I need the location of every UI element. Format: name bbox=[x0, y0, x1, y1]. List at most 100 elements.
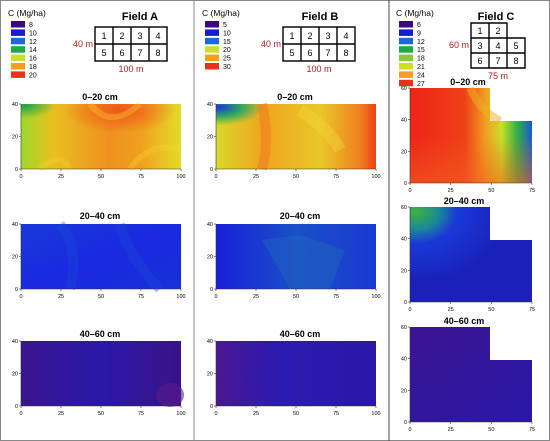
y-tick-label: 40 bbox=[401, 237, 407, 243]
legend-label: 15 bbox=[417, 47, 425, 54]
x-tick-label: 25 bbox=[58, 174, 64, 180]
y-tick-label: 40 bbox=[12, 102, 18, 108]
y-tick-label: 60 bbox=[401, 325, 407, 331]
legend-swatch bbox=[11, 29, 25, 36]
legend-label: 10 bbox=[223, 30, 231, 37]
field-c-map-40-60 bbox=[410, 327, 532, 422]
x-tick-label: 50 bbox=[293, 411, 299, 417]
field-b-plot-8: 8 bbox=[343, 48, 348, 58]
legend-swatch bbox=[399, 71, 413, 78]
field-b-map-20-40 bbox=[216, 224, 376, 289]
y-tick-label: 20 bbox=[401, 268, 407, 274]
legend-label: 30 bbox=[223, 64, 231, 71]
x-tick-label: 0 bbox=[214, 174, 217, 180]
field-b-height-label: 40 m bbox=[261, 39, 281, 49]
field-c-plot-4: 4 bbox=[495, 41, 500, 51]
x-tick-label: 25 bbox=[448, 188, 454, 194]
field-c-height-label: 60 m bbox=[449, 40, 469, 50]
legend-swatch bbox=[11, 21, 25, 28]
x-tick-label: 50 bbox=[98, 174, 104, 180]
x-tick-label: 50 bbox=[98, 411, 104, 417]
legend-label: 12 bbox=[29, 39, 37, 46]
field-c-width-label: 75 m bbox=[488, 71, 508, 81]
field-c-axes-20-40: 0 25 50 75 0 20 40 60 bbox=[401, 205, 535, 313]
legend-swatch bbox=[205, 37, 219, 45]
legend-swatch bbox=[399, 54, 413, 62]
field-a-map-40-60 bbox=[21, 341, 184, 407]
y-tick-label: 20 bbox=[207, 255, 213, 261]
legend-label: 20 bbox=[223, 47, 231, 54]
x-tick-label: 50 bbox=[488, 307, 494, 313]
x-tick-label: 0 bbox=[19, 411, 22, 417]
field-b-axes-0-20: 0 25 50 75 100 0 20 40 bbox=[207, 102, 381, 180]
field-a-plot-1: 1 bbox=[101, 31, 106, 41]
legend-label: 18 bbox=[29, 64, 37, 71]
field-b-plot-7: 7 bbox=[325, 48, 330, 58]
legend-swatch bbox=[399, 46, 413, 53]
x-tick-label: 100 bbox=[371, 411, 380, 417]
legend-swatch bbox=[399, 21, 413, 28]
field-b-plot-4: 4 bbox=[343, 31, 348, 41]
x-tick-label: 0 bbox=[408, 307, 411, 313]
field-a-plot-7: 7 bbox=[137, 48, 142, 58]
x-tick-label: 100 bbox=[371, 294, 380, 300]
field-b-plot-5: 5 bbox=[289, 48, 294, 58]
legend-label: 6 bbox=[417, 22, 421, 29]
legend-swatch bbox=[399, 37, 413, 45]
y-tick-label: 60 bbox=[401, 205, 407, 211]
x-tick-label: 50 bbox=[293, 174, 299, 180]
field-c-plot-6: 6 bbox=[477, 56, 482, 66]
field-c-plot-5: 5 bbox=[513, 41, 518, 51]
x-tick-label: 50 bbox=[98, 294, 104, 300]
field-a-axes-0-20: 0 25 50 75 100 0 20 40 bbox=[12, 102, 186, 180]
y-tick-label: 0 bbox=[404, 420, 407, 426]
y-tick-label: 0 bbox=[15, 404, 18, 410]
legend-swatch bbox=[11, 37, 25, 45]
field-c-title: Field C bbox=[478, 11, 515, 23]
legend-swatch bbox=[11, 46, 25, 53]
field-a-depth-1-label: 0–20 cm bbox=[82, 92, 118, 102]
x-tick-label: 75 bbox=[529, 188, 535, 194]
y-tick-label: 40 bbox=[207, 339, 213, 345]
legend-label: 15 bbox=[223, 39, 231, 46]
field-a-plot-4: 4 bbox=[155, 31, 160, 41]
y-tick-label: 40 bbox=[401, 118, 407, 124]
field-b-plot-3: 3 bbox=[325, 31, 330, 41]
field-c-axes-0-20: 0 25 50 75 0 20 40 60 bbox=[401, 86, 535, 194]
field-a-plot-layout: 1 2 3 4 5 6 7 8 100 m 40 m bbox=[73, 26, 168, 74]
y-tick-label: 0 bbox=[15, 167, 18, 173]
x-tick-label: 100 bbox=[371, 174, 380, 180]
field-c-depth-1-label: 0–20 cm bbox=[450, 77, 486, 87]
y-tick-label: 20 bbox=[207, 135, 213, 141]
x-tick-label: 75 bbox=[529, 307, 535, 313]
legend-swatch bbox=[205, 21, 219, 28]
x-tick-label: 75 bbox=[138, 411, 144, 417]
y-tick-label: 0 bbox=[210, 404, 213, 410]
legend-label: 18 bbox=[417, 56, 425, 63]
x-tick-label: 0 bbox=[19, 174, 22, 180]
x-tick-label: 0 bbox=[214, 411, 217, 417]
x-tick-label: 25 bbox=[58, 411, 64, 417]
x-tick-label: 50 bbox=[488, 427, 494, 433]
y-tick-label: 40 bbox=[401, 357, 407, 363]
field-a-width-label: 100 m bbox=[118, 64, 143, 74]
legend-label: 14 bbox=[29, 47, 37, 54]
legend-swatch bbox=[205, 46, 219, 53]
field-c-plot-layout: 1 2 3 4 5 6 7 8 75 m 60 m bbox=[449, 22, 526, 81]
field-a-plot-2: 2 bbox=[119, 31, 124, 41]
y-tick-label: 20 bbox=[401, 388, 407, 394]
field-c-map-0-20 bbox=[410, 86, 532, 183]
x-tick-label: 75 bbox=[138, 174, 144, 180]
x-tick-label: 25 bbox=[58, 294, 64, 300]
x-tick-label: 25 bbox=[253, 174, 259, 180]
legend-swatch bbox=[399, 79, 413, 87]
x-tick-label: 25 bbox=[253, 294, 259, 300]
legend-label: 24 bbox=[417, 72, 425, 79]
legend-label: 25 bbox=[223, 56, 231, 63]
